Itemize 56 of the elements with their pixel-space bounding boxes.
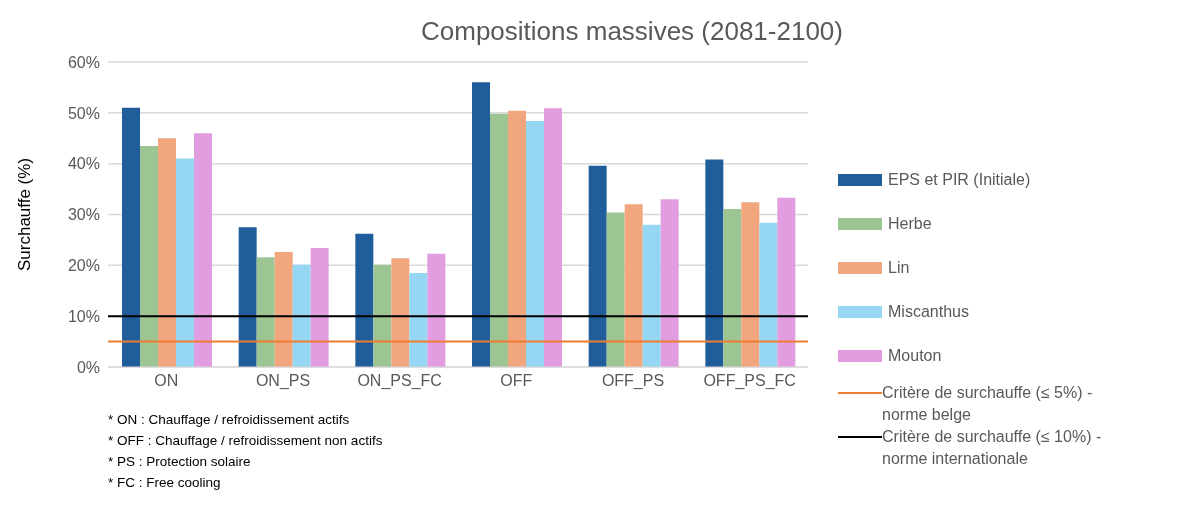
x-tick-label: OFF_PS (601, 372, 665, 391)
bar (238, 227, 257, 367)
x-tick-label: OFF_PS_FC (703, 372, 796, 391)
bar (777, 197, 796, 367)
bar (544, 108, 562, 367)
y-tick-label: 30% (67, 206, 100, 224)
bar (256, 257, 275, 367)
legend-label: Mouton (888, 347, 942, 365)
bar (490, 113, 508, 367)
y-tick-label: 60% (67, 53, 100, 71)
y-axis-title: Surchauffe (%) (15, 157, 35, 272)
bar (194, 133, 212, 367)
bar (472, 82, 490, 367)
text: * OFF : Chauffage / refroidissement non actifs (108, 432, 384, 450)
bar (140, 145, 158, 367)
bar (310, 248, 329, 367)
bar (526, 120, 544, 367)
bar (642, 224, 661, 367)
bar (176, 158, 194, 367)
x-tick-label: OFF (500, 372, 533, 390)
bar (373, 264, 392, 367)
legend-label: Critère de surchauffe (≤ 10%) - norme internationale (882, 427, 1103, 469)
legend-label: EPS et PIR (Initiale) (888, 171, 1031, 189)
bar (606, 212, 625, 367)
bar (588, 165, 607, 367)
bar (759, 222, 778, 367)
text: * ON : Chauffage / refroidissement actifs (108, 411, 351, 429)
legend-label: Miscanthus (888, 303, 969, 321)
text: * FC : Free cooling (108, 474, 222, 492)
bar (274, 252, 293, 367)
x-tick-label: ON_PS (255, 372, 311, 391)
bar (705, 159, 724, 367)
text: * PS : Protection solaire (108, 453, 252, 471)
y-tick-label: 20% (67, 257, 100, 275)
y-tick-label: 50% (67, 104, 100, 122)
bar (355, 233, 374, 367)
legend-label: Critère de surchauffe (≤ 5%) - norme belge (882, 383, 1094, 425)
bar (391, 258, 410, 367)
x-tick-label: ON_PS_FC (357, 372, 442, 391)
bar (660, 199, 679, 367)
y-tick-label: 10% (67, 307, 100, 325)
x-tick-label: ON (154, 372, 179, 390)
bar (741, 202, 760, 367)
bar (158, 138, 176, 367)
bar (508, 110, 526, 367)
bar (723, 208, 742, 367)
bar (409, 272, 428, 367)
legend-label: Lin (888, 259, 910, 277)
bar (427, 253, 446, 367)
bar (292, 264, 311, 367)
chart-title: Compositions massives (2081-2100) (420, 15, 844, 48)
y-tick-label: 0% (76, 358, 100, 376)
legend-label: Herbe (888, 215, 932, 233)
bar (624, 204, 643, 367)
y-tick-label: 40% (67, 155, 100, 173)
bar (122, 107, 140, 367)
